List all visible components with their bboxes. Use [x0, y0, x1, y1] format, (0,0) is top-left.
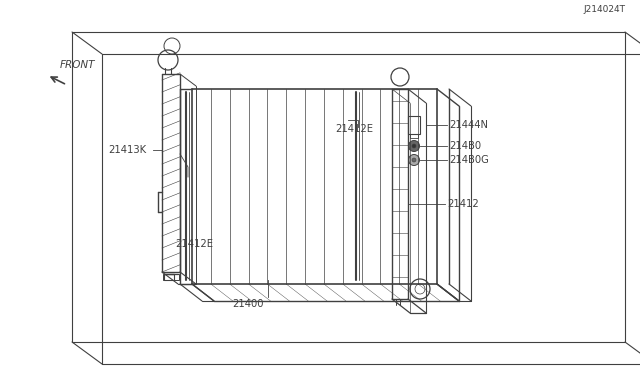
Text: 21412: 21412 — [447, 199, 479, 209]
Bar — [163, 274, 179, 280]
Bar — [410, 134, 418, 138]
Text: 214B0G: 214B0G — [449, 155, 489, 165]
Bar — [408, 116, 420, 134]
Circle shape — [408, 141, 419, 151]
Text: FRONT: FRONT — [60, 60, 95, 70]
Circle shape — [412, 158, 416, 162]
Text: 21444N: 21444N — [449, 120, 488, 130]
Circle shape — [412, 144, 416, 148]
Circle shape — [408, 154, 419, 166]
Text: J214024T: J214024T — [583, 5, 625, 14]
Text: 21400: 21400 — [232, 299, 264, 309]
Text: 214B0: 214B0 — [449, 141, 481, 151]
Text: 21413K: 21413K — [108, 145, 146, 155]
Text: 21412E: 21412E — [175, 239, 213, 249]
Text: 21412E: 21412E — [335, 124, 373, 134]
